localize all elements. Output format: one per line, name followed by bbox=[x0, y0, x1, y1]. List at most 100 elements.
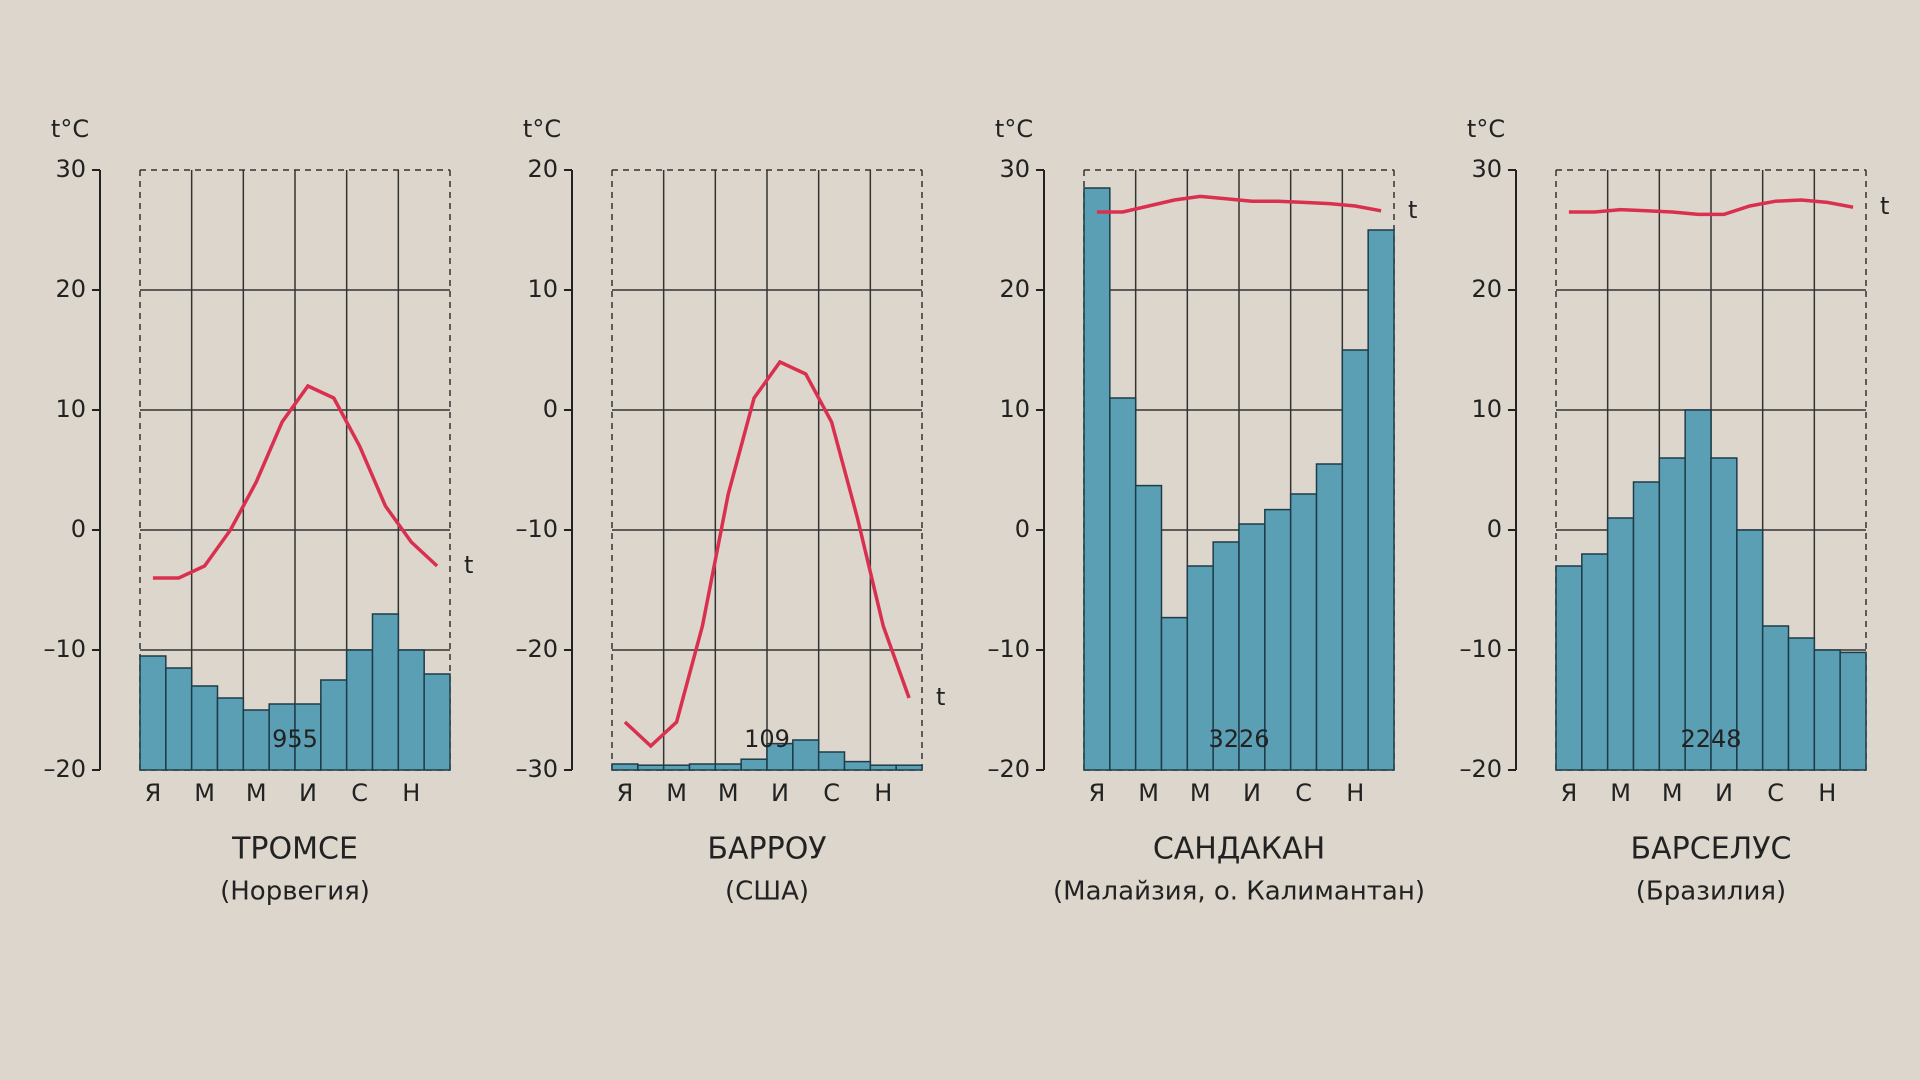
y-tick-label: –20 bbox=[515, 635, 558, 663]
annual-total: 955 bbox=[272, 725, 318, 753]
y-axis-label: t°C bbox=[995, 115, 1033, 143]
precipitation-bar bbox=[216, 697, 245, 771]
precipitation-bar bbox=[1813, 649, 1841, 771]
station-country: (США) bbox=[725, 877, 809, 907]
precipitation-bar bbox=[792, 739, 820, 771]
precipitation-bar bbox=[1315, 463, 1344, 771]
x-tick-label: М bbox=[1190, 779, 1211, 807]
station-name: БАРРОУ bbox=[707, 832, 826, 867]
y-tick-label: 0 bbox=[543, 395, 558, 423]
station-name: ТРОМСЕ bbox=[231, 832, 358, 867]
x-tick-label: И bbox=[299, 779, 317, 807]
y-tick-label: –10 bbox=[515, 515, 558, 543]
x-tick-label: Я bbox=[1089, 779, 1106, 807]
x-tick-label: С bbox=[1295, 779, 1312, 807]
precipitation-bar bbox=[637, 764, 665, 771]
y-tick-label: 30 bbox=[1471, 155, 1502, 183]
annual-total: 109 bbox=[744, 725, 790, 753]
precipitation-bar bbox=[1160, 616, 1189, 771]
precipitation-bar bbox=[843, 760, 872, 771]
x-tick-label: М bbox=[718, 779, 739, 807]
precipitation-bar bbox=[423, 673, 451, 771]
precipitation-bar bbox=[1109, 397, 1137, 771]
precipitation-bar bbox=[320, 679, 348, 771]
station-country: (Норвегия) bbox=[220, 877, 370, 907]
x-tick-label: М bbox=[666, 779, 687, 807]
precipitation-bar bbox=[611, 763, 639, 771]
x-tick-label: М bbox=[1610, 779, 1631, 807]
temperature-line bbox=[1568, 198, 1854, 217]
x-tick-label: М bbox=[246, 779, 267, 807]
x-tick-label: С bbox=[1767, 779, 1784, 807]
y-tick-label: 30 bbox=[999, 155, 1030, 183]
line-label: t bbox=[464, 551, 473, 579]
temperature-line bbox=[1096, 194, 1382, 214]
precipitation-bar bbox=[165, 667, 193, 771]
precipitation-bar bbox=[766, 742, 794, 771]
line-label: t bbox=[1408, 196, 1417, 224]
y-tick-label: 10 bbox=[527, 275, 558, 303]
x-tick-label: Я bbox=[1561, 779, 1578, 807]
annual-total: 3226 bbox=[1208, 725, 1269, 753]
precipitation-bar bbox=[1341, 349, 1369, 771]
precipitation-bar bbox=[1684, 409, 1712, 771]
precipitation-bar bbox=[688, 763, 717, 771]
y-tick-label: –30 bbox=[515, 755, 558, 783]
y-tick-label: 0 bbox=[71, 515, 86, 543]
x-tick-label: И bbox=[771, 779, 789, 807]
x-tick-label: Н bbox=[1346, 779, 1364, 807]
precipitation-bar bbox=[1186, 565, 1214, 771]
precipitation-bar bbox=[662, 764, 691, 771]
y-axis-label: t°C bbox=[1467, 115, 1505, 143]
precipitation-bar bbox=[895, 764, 923, 771]
y-tick-label: 20 bbox=[1471, 275, 1502, 303]
precipitation-bar bbox=[1581, 553, 1609, 771]
precipitation-bar bbox=[1736, 529, 1764, 771]
y-tick-label: 30 bbox=[55, 155, 86, 183]
precipitation-bar bbox=[1839, 651, 1867, 771]
x-tick-label: Н bbox=[1818, 779, 1836, 807]
precipitation-bar bbox=[1367, 229, 1395, 771]
precipitation-bar bbox=[242, 709, 270, 771]
precipitation-bar bbox=[740, 758, 768, 771]
x-tick-label: И bbox=[1715, 779, 1733, 807]
line-label: t bbox=[1880, 192, 1889, 220]
x-tick-label: Н bbox=[874, 779, 892, 807]
precipitation-bar bbox=[1083, 187, 1111, 771]
y-tick-label: 20 bbox=[55, 275, 86, 303]
temperature-line bbox=[152, 383, 439, 580]
precipitation-bar bbox=[714, 763, 742, 771]
y-axis-label: t°C bbox=[523, 115, 561, 143]
x-tick-label: М bbox=[1662, 779, 1683, 807]
y-tick-label: 10 bbox=[1471, 395, 1502, 423]
x-tick-label: С bbox=[351, 779, 368, 807]
station-name: БАРСЕЛУС bbox=[1631, 832, 1792, 867]
precipitation-bar bbox=[268, 703, 296, 771]
x-tick-label: М bbox=[194, 779, 215, 807]
station-country: (Малайзия, о. Калимантан) bbox=[1053, 877, 1425, 907]
precipitation-bar bbox=[1238, 523, 1266, 771]
precipitation-bar bbox=[1632, 481, 1661, 771]
precipitation-bar bbox=[345, 649, 374, 771]
precipitation-bar bbox=[1761, 625, 1790, 771]
precipitation-bar bbox=[1555, 565, 1583, 771]
precipitation-bar bbox=[397, 649, 425, 771]
x-tick-label: С bbox=[823, 779, 840, 807]
station-name: САНДАКАН bbox=[1153, 832, 1325, 867]
annual-total: 2248 bbox=[1680, 725, 1741, 753]
precipitation-bar bbox=[817, 751, 846, 771]
y-tick-label: –20 bbox=[43, 755, 86, 783]
precipitation-bar bbox=[1264, 508, 1292, 771]
precipitation-bar bbox=[1658, 457, 1686, 771]
line-label: t bbox=[936, 683, 945, 711]
precipitation-bar bbox=[1787, 637, 1816, 771]
y-tick-label: –10 bbox=[987, 635, 1030, 663]
precipitation-bar bbox=[139, 655, 167, 771]
x-tick-label: И bbox=[1243, 779, 1261, 807]
y-tick-label: 20 bbox=[999, 275, 1030, 303]
y-tick-label: 20 bbox=[527, 155, 558, 183]
y-tick-label: –20 bbox=[1459, 755, 1502, 783]
